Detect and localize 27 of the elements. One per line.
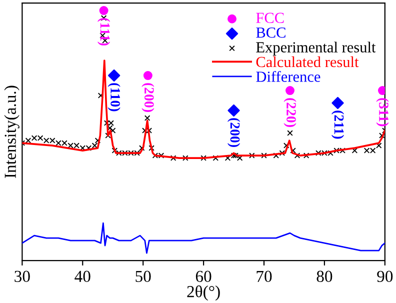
x-axis-title: 2θ(°) [187,285,220,301]
x-tick-label: 80 [316,270,332,282]
legend-label: Difference [256,70,320,82]
annotation: (200) [227,118,240,147]
x-tick-label: 30 [14,270,30,282]
legend-label: BCC [256,27,286,38]
annotation: (110) [108,83,120,112]
annotation: (311) [376,98,389,126]
point [99,6,108,16]
point [143,71,152,80]
legend-label: Experimental result [256,42,376,56]
point [228,104,240,117]
x-tick-label: 60 [196,270,212,282]
annotation: (200) [142,83,154,112]
legend-label: Calculated result [256,56,359,68]
annotation: (111) [97,18,110,46]
annotation: (211) [331,110,344,139]
y-axis-title: Intensity(a.u.) [4,86,20,178]
point [332,96,344,110]
x-tick-label: 40 [74,270,90,282]
point [285,86,294,96]
x-tick-label: 90 [377,270,393,282]
x-tick-label: 50 [136,270,151,282]
legend-label: FCC [256,12,284,24]
x-tick-label: 70 [256,270,272,282]
annotation: (220) [284,98,296,127]
point [108,69,120,82]
